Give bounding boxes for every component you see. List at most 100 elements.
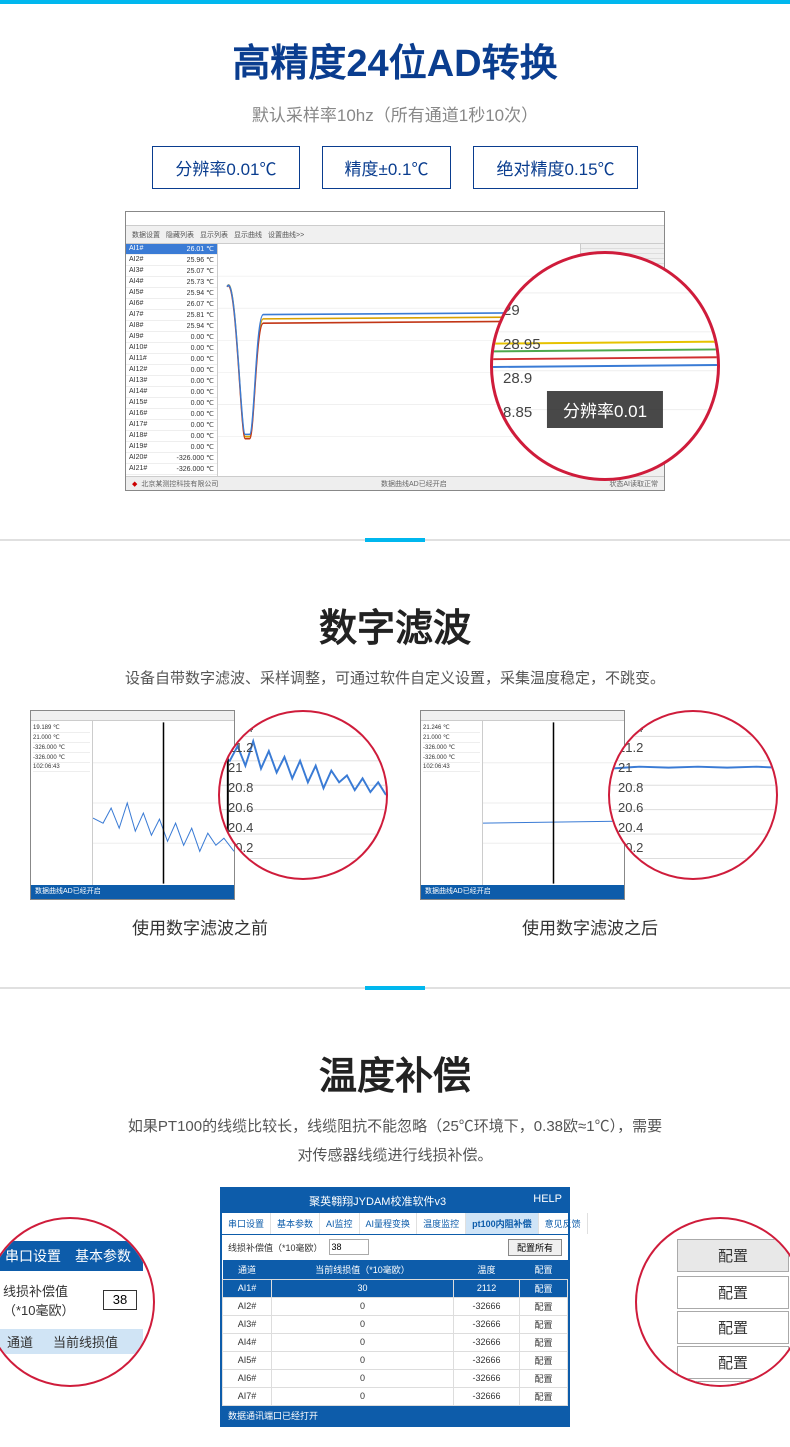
help-link[interactable]: HELP (533, 1193, 562, 1205)
channel-row[interactable]: AI6#26.07 ℃ (126, 299, 217, 310)
lr-cell[interactable]: 配2置 (677, 1381, 789, 1387)
tb-item[interactable]: 数据设置 (132, 230, 160, 240)
spec-row: 分辨率0.01℃ 精度±0.1℃ 绝对精度0.15℃ (30, 146, 760, 189)
sec1-title: 高精度24位AD转换 (30, 32, 760, 87)
lens-ytick: 28.95 (503, 336, 541, 353)
screenshot-1: 数据设置 隐藏列表 显示列表 显示曲线 设置曲线>> AI1#26.01 ℃AI… (125, 211, 665, 491)
before-col: 19.189 ℃21.000 ℃-326.000 ℃-326.000 ℃102:… (30, 710, 370, 939)
channel-row[interactable]: AI3#25.07 ℃ (126, 266, 217, 277)
lens-ytick: 20.6 (228, 800, 253, 815)
lr-cell[interactable]: 配置 (677, 1346, 789, 1379)
channel-row[interactable]: AI19#0.00 ℃ (126, 442, 217, 453)
channel-row[interactable]: AI15#0.00 ℃ (126, 398, 217, 409)
lens-ytick: 21.2 (618, 740, 643, 755)
col-header: 当前线损值（*10毫欧） (271, 1260, 453, 1280)
channel-row[interactable]: AI21#-326.000 ℃ (126, 464, 217, 475)
col-header: 通道 (223, 1260, 272, 1280)
table-row[interactable]: AI7#0-32666配置 (223, 1387, 568, 1405)
config-window: 聚英翱翔JYDAM校准软件v3 HELP 串口设置基本参数AI监控AI量程变换温… (220, 1187, 570, 1427)
divider-3 (0, 987, 790, 989)
section-temp-compensation: 温度补偿 如果PT100的线缆比较长，线缆阻抗不能忽略（25℃环境下，0.38欧… (0, 1017, 790, 1447)
mini-row: 102:06:43 (33, 763, 90, 772)
channel-row[interactable]: AI16#0.00 ℃ (126, 409, 217, 420)
cfg-tab[interactable]: AI量程变换 (360, 1213, 418, 1234)
lens-ytick: 21 (618, 760, 632, 775)
sec2-title: 数字滤波 (30, 597, 760, 652)
lens-caption: 分辨率0.01 (547, 391, 663, 428)
channel-row[interactable]: AI17#0.00 ℃ (126, 420, 217, 431)
section-ad-conversion: 高精度24位AD转换 默认采样率10hz（所有通道1秒10次） 分辨率0.01℃… (0, 4, 790, 511)
ll-input[interactable] (103, 1290, 137, 1310)
after-col: 21.246 ℃21.000 ℃-326.000 ℃-326.000 ℃102:… (420, 710, 760, 939)
cfg-tab[interactable]: 基本参数 (271, 1213, 320, 1234)
lr-head: 配置 (677, 1239, 789, 1272)
lr-cell[interactable]: 配置 (677, 1276, 789, 1309)
sec3-desc2: 对传感器线缆进行线损补偿。 (75, 1143, 715, 1169)
tb-item[interactable]: 显示曲线 (234, 230, 262, 240)
lens-ytick: 28.9 (503, 370, 532, 387)
ll-tab1[interactable]: 串口设置 (5, 1246, 61, 1266)
app-titlebar (126, 212, 664, 226)
channel-row[interactable]: AI9#0.00 ℃ (126, 332, 217, 343)
lens-ytick: 20.4 (228, 820, 253, 835)
channel-row[interactable]: AI2#25.96 ℃ (126, 255, 217, 266)
lens-ytick: 20.6 (618, 800, 643, 815)
lens-ytick: 21.4 (618, 720, 643, 735)
table-row[interactable]: AI3#0-32666配置 (223, 1315, 568, 1333)
sec3-title: 温度补偿 (30, 1045, 760, 1100)
table-row[interactable]: AI4#0-32666配置 (223, 1333, 568, 1351)
tb-item[interactable]: 设置曲线>> (268, 230, 304, 240)
lens-ytick: 21.2 (228, 740, 253, 755)
channel-row[interactable]: AI13#0.00 ℃ (126, 376, 217, 387)
channel-row[interactable]: AI18#0.00 ℃ (126, 431, 217, 442)
sec1-subtitle: 默认采样率10hz（所有通道1秒10次） (30, 101, 760, 126)
mini-row: -326.000 ℃ (33, 743, 90, 753)
channel-row[interactable]: AI5#25.94 ℃ (126, 288, 217, 299)
mini-window-before: 19.189 ℃21.000 ℃-326.000 ℃-326.000 ℃102:… (30, 710, 235, 900)
tb-item[interactable]: 隐藏列表 (166, 230, 194, 240)
channel-list: AI1#26.01 ℃AI2#25.96 ℃AI3#25.07 ℃AI4#25.… (126, 244, 218, 490)
table-row[interactable]: AI6#0-32666配置 (223, 1369, 568, 1387)
lr-cell[interactable]: 配置 (677, 1311, 789, 1344)
sec3-desc1: 如果PT100的线缆比较长，线缆阻抗不能忽略（25℃环境下，0.38欧≈1℃），… (75, 1114, 715, 1140)
lens-ytick: 29 (503, 302, 520, 319)
channel-row[interactable]: AI8#25.94 ℃ (126, 321, 217, 332)
lens-ytick: 21 (228, 760, 242, 775)
lens-ytick: 20 (618, 860, 632, 875)
col-header: 温度 (454, 1260, 520, 1280)
mini-window-after: 21.246 ℃21.000 ℃-326.000 ℃-326.000 ℃102:… (420, 710, 625, 900)
cfg-win-title: 聚英翱翔JYDAM校准软件v3 (309, 1196, 446, 1208)
ll-tab2[interactable]: 基本参数 (75, 1246, 131, 1266)
app-toolbar: 数据设置 隐藏列表 显示列表 显示曲线 设置曲线>> (126, 226, 664, 244)
lens-ytick: 20.4 (618, 820, 643, 835)
loss-input[interactable] (329, 1239, 369, 1255)
zoom-lens-left: 串口设置 基本参数 线损补偿值（*10毫欧） 通道 当前线损值 (0, 1217, 155, 1387)
channel-row[interactable]: AI7#25.81 ℃ (126, 310, 217, 321)
lens-ytick: 20.2 (228, 840, 253, 855)
channel-row[interactable]: AI14#0.00 ℃ (126, 387, 217, 398)
sec2-desc: 设备自带数字滤波、采样调整，可通过软件自定义设置，采集温度稳定，不跳变。 (75, 666, 715, 692)
channel-row[interactable]: AI11#0.00 ℃ (126, 354, 217, 365)
configure-all-button[interactable]: 配置所有 (508, 1239, 562, 1256)
divider-2 (0, 539, 790, 541)
cfg-tab[interactable]: AI监控 (320, 1213, 360, 1234)
lens-ytick: 20.2 (618, 840, 643, 855)
cfg-tab[interactable]: pt100内阻补偿 (466, 1213, 539, 1234)
tb-item[interactable]: 显示列表 (200, 230, 228, 240)
channel-row[interactable]: AI1#26.01 ℃ (126, 244, 217, 255)
mini-row: 102:06:43 (423, 763, 480, 772)
status-mid: 数据曲线AD已经开启 (381, 479, 447, 489)
table-row[interactable]: AI1#302112配置 (223, 1279, 568, 1297)
cfg-tab[interactable]: 温度监控 (417, 1213, 466, 1234)
channel-row[interactable]: AI12#0.00 ℃ (126, 365, 217, 376)
loss-label: 线损补偿值（*10毫欧） (228, 1241, 323, 1254)
channel-row[interactable]: AI10#0.00 ℃ (126, 343, 217, 354)
cfg-tab[interactable]: 意见反馈 (539, 1213, 588, 1234)
channel-row[interactable]: AI20#-326.000 ℃ (126, 453, 217, 464)
table-row[interactable]: AI2#0-32666配置 (223, 1297, 568, 1315)
mini-row: -326.000 ℃ (423, 743, 480, 753)
table-row[interactable]: AI5#0-32666配置 (223, 1351, 568, 1369)
cfg-tab[interactable]: 串口设置 (222, 1213, 271, 1234)
channel-row[interactable]: AI4#25.73 ℃ (126, 277, 217, 288)
top-divider (0, 0, 790, 4)
